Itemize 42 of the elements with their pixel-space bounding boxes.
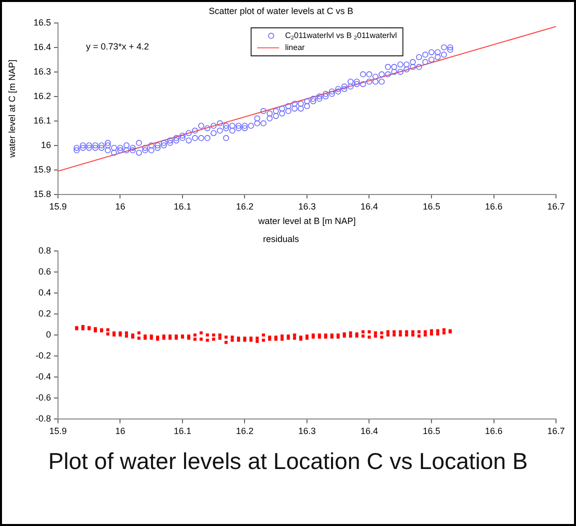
y-tick-label: 16.4: [33, 42, 51, 52]
annotation: y = 0.73*x + 4.2: [86, 41, 150, 52]
x-tick-label: 16.4: [360, 426, 378, 436]
x-tick-label: 16.3: [298, 201, 316, 212]
y-tick-label: 0.4: [38, 287, 51, 298]
x-tick-label: 16.4: [360, 201, 378, 212]
x-tick-label: 16.6: [484, 201, 503, 212]
y-tick-label: 0: [46, 329, 51, 340]
x-tick-label: 16.2: [236, 201, 254, 212]
y-tick-label: 15.9: [33, 164, 51, 174]
y-tick-label: 0.2: [38, 308, 51, 318]
y-tick-label: 0.6: [38, 266, 51, 276]
legend-label: linear: [285, 43, 306, 52]
x-tick-label: 16.3: [298, 426, 316, 436]
x-tick-label: 16.5: [422, 201, 440, 212]
x-tick-label: 16.5: [422, 426, 440, 436]
y-tick-label: 16.2: [33, 90, 51, 101]
y-tick-label: 16: [40, 140, 51, 150]
y-tick-label: -0.6: [35, 392, 51, 403]
x-tick-label: 16.7: [547, 426, 565, 436]
x-tick-label: 16.2: [236, 426, 254, 436]
x-tick-label: 15.9: [49, 201, 67, 212]
y-axis-title: water level at C [m NAP]: [6, 60, 17, 159]
y-tick-label: -0.2: [35, 350, 51, 361]
y-tick-label: 0.8: [38, 245, 51, 256]
x-tick-label: 16: [115, 201, 126, 212]
x-tick-label: 16.1: [174, 426, 192, 436]
x-tick-label: 15.9: [49, 426, 67, 436]
y-tick-label: -0.4: [35, 372, 51, 382]
x-tick-label: 16.7: [547, 201, 565, 212]
chart-title: Scatter plot of water levels at C vs B: [208, 6, 354, 16]
y-tick-label: 16.5: [33, 17, 51, 28]
chart-title: residuals: [262, 234, 300, 244]
y-tick-label: 16.1: [33, 115, 51, 126]
x-tick-label: 16.1: [174, 201, 192, 212]
x-tick-label: 16: [115, 426, 126, 436]
y-tick-label: -0.8: [35, 414, 51, 424]
x-tick-label: 16.6: [484, 426, 503, 436]
text: Plot of water levels at Location C vs Location B: [47, 447, 529, 476]
y-tick-label: 15.8: [33, 188, 51, 199]
x-axis-title: water level at B [m NAP]: [257, 216, 356, 226]
y-tick-label: 16.3: [33, 66, 51, 76]
